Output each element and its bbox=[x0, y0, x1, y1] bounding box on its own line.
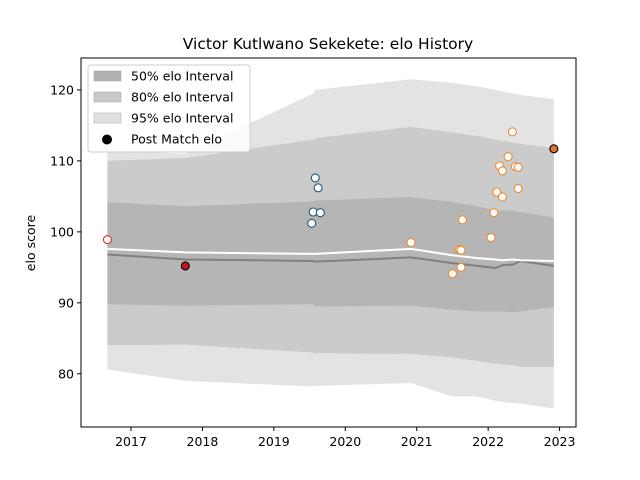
y-tick-label: 120 bbox=[50, 82, 74, 97]
data-point bbox=[486, 232, 496, 243]
mean-line bbox=[107, 247, 554, 262]
data-point bbox=[497, 166, 507, 176]
data-point bbox=[549, 144, 559, 154]
data-point bbox=[489, 208, 499, 218]
plot-frame bbox=[80, 57, 577, 428]
legend-label: 80% elo Interval bbox=[131, 90, 233, 105]
x-tick-label: 2020 bbox=[329, 434, 361, 449]
x-axis: 2017 2018 2019 2020 2021 2022 2023 bbox=[115, 427, 575, 449]
median-line bbox=[107, 253, 555, 270]
legend-label: Post Match elo bbox=[131, 132, 222, 147]
legend-swatch bbox=[93, 70, 122, 82]
data-point bbox=[307, 218, 317, 228]
data-point bbox=[456, 262, 466, 272]
legend-swatch bbox=[93, 91, 122, 103]
data-point bbox=[447, 269, 457, 279]
data-point bbox=[456, 245, 466, 255]
y-axis: 80 90 100 110 120 bbox=[50, 82, 81, 381]
plot-area bbox=[80, 57, 577, 428]
legend-box bbox=[87, 64, 251, 153]
data-point bbox=[315, 208, 325, 218]
trend-lines bbox=[107, 247, 555, 270]
data-point bbox=[513, 184, 523, 194]
y-tick-label: 90 bbox=[58, 295, 74, 310]
y-axis-label: elo score bbox=[23, 215, 38, 272]
legend-swatch bbox=[93, 112, 122, 124]
data-point bbox=[180, 261, 190, 271]
chart-title: Victor Kutlwano Sekekete: elo History bbox=[183, 35, 473, 53]
legend: 50% elo Interval 80% elo Interval 95% elo … bbox=[87, 64, 251, 153]
data-point bbox=[503, 152, 513, 162]
y-tick-label: 80 bbox=[58, 366, 74, 381]
legend-label: 95% elo Interval bbox=[131, 111, 233, 126]
data-point bbox=[513, 162, 523, 172]
x-tick-label: 2017 bbox=[115, 434, 147, 449]
x-tick-label: 2018 bbox=[187, 434, 219, 449]
data-point bbox=[492, 187, 502, 197]
y-tick-label: 100 bbox=[50, 224, 74, 239]
interval-bands bbox=[107, 79, 554, 409]
legend-label: 50% elo Interval bbox=[131, 69, 233, 84]
x-tick-label: 2021 bbox=[401, 434, 433, 449]
data-point bbox=[497, 192, 507, 202]
data-point bbox=[102, 235, 112, 245]
data-point bbox=[406, 237, 416, 248]
x-tick-label: 2022 bbox=[472, 434, 504, 449]
legend-marker bbox=[102, 134, 112, 145]
y-tick-label: 110 bbox=[50, 153, 74, 168]
x-tick-label: 2023 bbox=[544, 434, 576, 449]
match-points bbox=[102, 127, 559, 279]
data-point bbox=[313, 183, 323, 193]
data-point bbox=[310, 173, 320, 183]
data-point bbox=[457, 215, 467, 225]
x-tick-label: 2019 bbox=[258, 434, 290, 449]
data-point bbox=[507, 127, 517, 137]
band-50 bbox=[107, 197, 554, 313]
